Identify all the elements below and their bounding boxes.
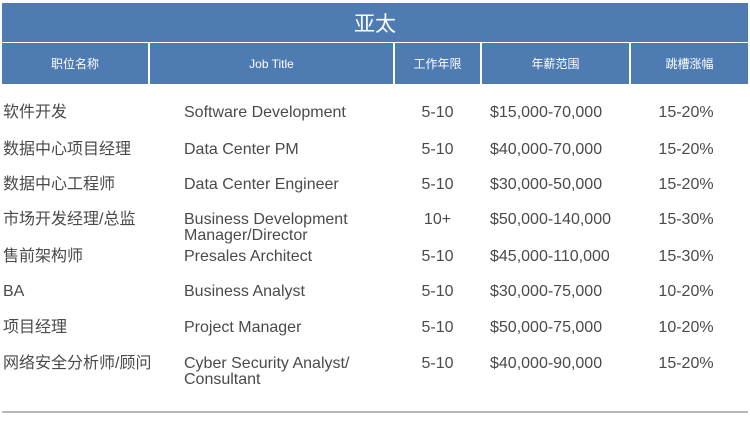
cell-raise: 15-20% [658,104,714,121]
cell-years: 5-10 [421,248,454,265]
column-header-job-title: Job Title [150,43,393,84]
cell-raise: 10-20% [658,319,714,336]
cell-job-title: Data Center PM [184,141,299,158]
cell-raise: 10-20% [658,283,714,300]
cell-job-title: Project Manager [184,319,302,336]
cell-job-title: Presales Architect [184,248,313,265]
cell-position-cn: 市场开发经理/总监 [3,211,136,228]
bottom-divider [2,411,748,413]
cell-salary: $40,000-70,000 [490,141,603,158]
cell-raise: 15-20% [658,176,714,193]
cell-salary: $50,000-75,000 [490,319,603,336]
cell-years: 5-10 [421,104,454,121]
cell-years: 5-10 [421,319,454,336]
cell-position-cn: 数据中心工程师 [3,176,116,193]
cell-salary: $50,000-140,000 [490,211,611,228]
cell-job-title: Business Development Manager/Director [184,211,348,244]
cell-raise: 15-30% [658,248,714,265]
column-header-salary: 年薪范围 [482,43,629,84]
cell-salary: $15,000-70,000 [490,104,603,121]
cell-position-cn: BA [3,283,25,300]
table-title: 亚太 [2,3,748,42]
cell-job-title: Cyber Security Analyst/ Consultant [184,355,350,388]
cell-salary: $45,000-110,000 [490,248,610,265]
cell-salary: $30,000-50,000 [490,176,603,193]
column-header-years: 工作年限 [395,43,480,84]
cell-job-title: Business Analyst [184,283,305,300]
column-header-raise: 跳槽涨幅 [631,43,748,84]
cell-years: 5-10 [421,283,454,300]
cell-raise: 15-20% [658,355,714,372]
cell-position-cn: 项目经理 [3,319,68,336]
cell-position-cn: 售前架构师 [3,248,84,265]
column-header-position-cn: 职位名称 [2,43,148,84]
cell-job-title: Software Development [184,104,346,121]
cell-job-title: Data Center Engineer [184,176,339,193]
cell-raise: 15-20% [658,141,714,158]
cell-years: 10+ [423,211,452,228]
cell-years: 5-10 [421,176,454,193]
cell-position-cn: 网络安全分析师/顾问 [3,355,152,372]
cell-salary: $40,000-90,000 [490,355,603,372]
cell-position-cn: 数据中心项目经理 [3,141,132,158]
cell-salary: $30,000-75,000 [490,283,603,300]
cell-years: 5-10 [421,141,454,158]
cell-position-cn: 软件开发 [3,104,68,121]
cell-years: 5-10 [421,355,454,372]
cell-raise: 15-30% [658,211,714,228]
